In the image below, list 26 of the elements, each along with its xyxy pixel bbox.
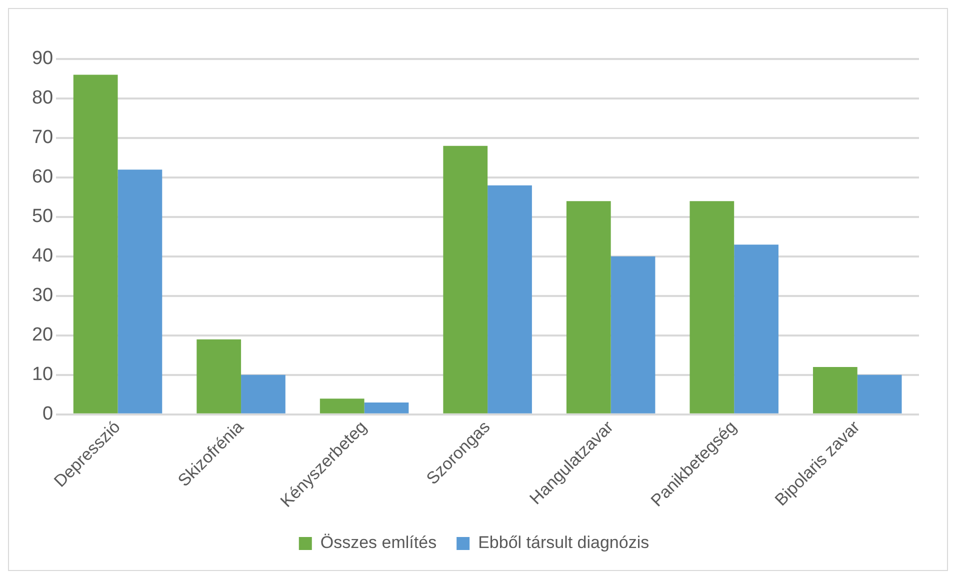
legend-label: Összes említés <box>320 533 437 552</box>
bar <box>690 201 734 414</box>
y-tick-label: 80 <box>32 88 54 109</box>
bar <box>241 374 286 414</box>
bar <box>610 256 656 414</box>
bar <box>73 74 118 414</box>
legend-label: Ebből társult diagnózis <box>478 533 650 552</box>
y-tick-label: 0 <box>42 404 54 425</box>
y-tick-label: 20 <box>32 324 54 346</box>
y-tick-label: 60 <box>32 166 54 188</box>
y-tick-label: 30 <box>32 285 54 306</box>
y-tick-label: 40 <box>32 246 54 267</box>
bar <box>812 367 858 414</box>
bar <box>443 146 488 414</box>
y-tick-label: 90 <box>32 48 54 70</box>
bar <box>364 402 409 414</box>
y-tick-label: 10 <box>32 364 54 386</box>
bar <box>196 339 242 414</box>
bar <box>857 374 902 414</box>
bar <box>734 244 778 414</box>
bar <box>488 185 532 414</box>
bar <box>118 170 162 414</box>
bar <box>320 398 364 414</box>
bar <box>566 201 611 414</box>
y-tick-label: 50 <box>32 206 54 228</box>
y-tick-label: 70 <box>32 127 54 148</box>
